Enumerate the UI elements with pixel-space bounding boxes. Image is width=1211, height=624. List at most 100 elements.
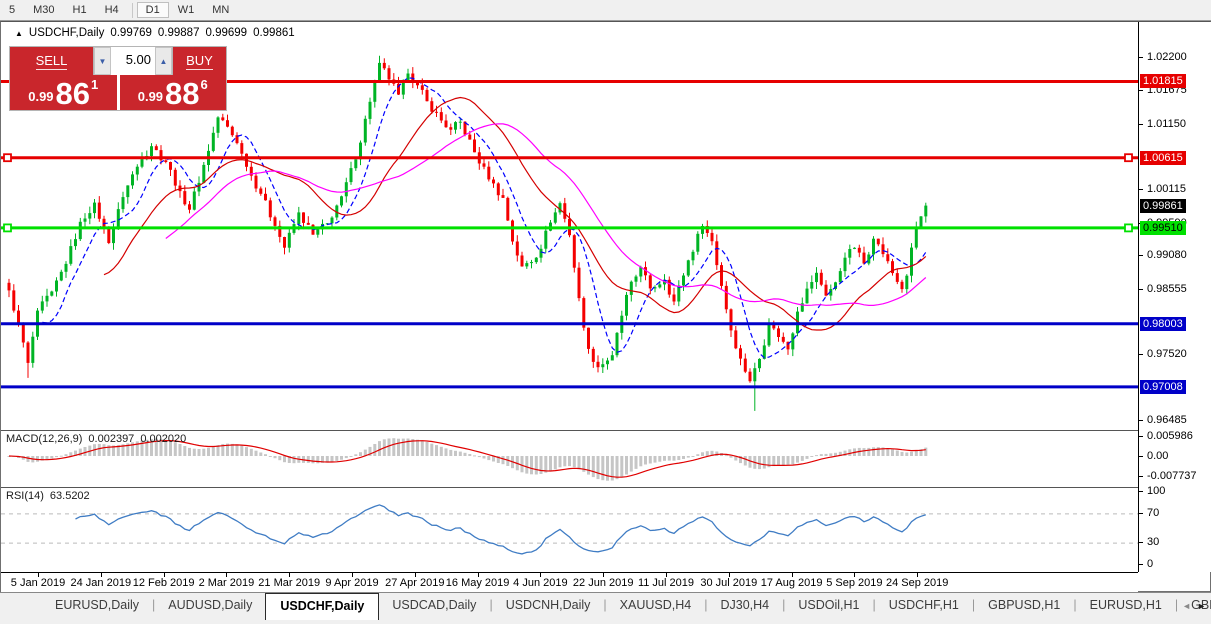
tab-separator: | bbox=[489, 598, 493, 612]
date-label: 27 Apr 2019 bbox=[385, 577, 445, 589]
tab-separator: | bbox=[603, 598, 607, 612]
ohlc-open: 0.99769 bbox=[110, 27, 152, 39]
volume-decrease-button[interactable]: ▼ bbox=[94, 47, 111, 75]
price-tick-label: 0.98555 bbox=[1147, 282, 1187, 295]
axis-tick bbox=[1139, 90, 1143, 92]
price-tick-label: 1.01150 bbox=[1147, 117, 1186, 130]
chart-tab-bar: EURUSD,Daily | AUDUSD,Daily USDCHF,Daily USD… bbox=[0, 592, 1211, 624]
chart-tab-usdcad-daily[interactable]: USDCAD,Daily bbox=[392, 598, 477, 612]
period-button-5[interactable]: 5 bbox=[9, 4, 16, 16]
tab-separator: | bbox=[152, 598, 156, 612]
macd-indicator-pane[interactable]: MACD(12,26,9) 0.002397 0.002020 bbox=[1, 430, 1138, 487]
sell-price[interactable]: 0.99 86 1 bbox=[10, 75, 117, 110]
date-label: 2 Mar 2019 bbox=[198, 577, 255, 589]
macd-axis-label: 0.005986 bbox=[1147, 430, 1193, 442]
date-label: 4 Jun 2019 bbox=[513, 577, 568, 589]
buy-button[interactable]: BUY bbox=[173, 47, 226, 75]
chart-tab-eurusd-daily[interactable]: EURUSD,Daily bbox=[55, 598, 140, 612]
date-tick bbox=[414, 573, 416, 577]
date-tick bbox=[728, 573, 730, 577]
chart-tab-dj30-h4[interactable]: DJ30,H4 bbox=[720, 598, 770, 612]
price-tick-label: 0.97520 bbox=[1147, 348, 1187, 361]
chart-tab-usdchf-daily[interactable]: USDCHF,Daily bbox=[265, 593, 380, 620]
date-tick bbox=[540, 573, 542, 577]
price-axis[interactable]: 1.022001.016751.011501.001150.995900.990… bbox=[1138, 22, 1211, 572]
price-tick-label: 1.00115 bbox=[1147, 183, 1186, 196]
date-label: 16 May 2019 bbox=[445, 577, 510, 589]
sell-button[interactable]: SELL bbox=[10, 47, 93, 75]
chart-tab-gbpusd-h1[interactable]: GBPUSD,H1 bbox=[988, 598, 1061, 612]
macd-header: MACD(12,26,9) 0.002397 0.002020 bbox=[6, 433, 186, 445]
date-label: 5 Sep 2019 bbox=[826, 577, 883, 589]
price-tick-label: 0.99080 bbox=[1147, 249, 1187, 262]
tab-separator: | bbox=[971, 598, 976, 612]
arrow-down-icon: ▼ bbox=[98, 56, 107, 66]
chart-tab-usdoil-h1[interactable]: USDOil,H1 bbox=[798, 598, 860, 612]
tab-separator: | bbox=[872, 598, 876, 612]
axis-tick bbox=[1139, 354, 1143, 356]
date-tick bbox=[666, 573, 667, 577]
rsi-indicator-pane[interactable]: RSI(14) 63.5202 bbox=[1, 487, 1138, 572]
chart-tab-usdcnh-daily[interactable]: USDCNH,Daily bbox=[505, 598, 591, 612]
level-price-badge: 0.98003 bbox=[1140, 316, 1186, 331]
period-button-h4[interactable]: H4 bbox=[104, 4, 119, 16]
price-tick-label: 1.02200 bbox=[1147, 51, 1187, 63]
macd-name: MACD(12,26,9) bbox=[6, 433, 83, 445]
macd-chart bbox=[7, 438, 928, 481]
axis-tick bbox=[1139, 420, 1143, 422]
rsi-axis-label: 100 bbox=[1147, 485, 1166, 497]
tab-separator: | bbox=[1174, 598, 1179, 612]
chart-tab-audusd-daily[interactable]: AUDUSD,Daily bbox=[168, 598, 253, 612]
date-label: 30 Jul 2019 bbox=[700, 577, 758, 589]
date-tick bbox=[791, 573, 793, 577]
period-toolbar: 5 M30 H1 H4 D1 W1 MN bbox=[0, 0, 1211, 21]
date-axis[interactable]: 5 Jan 2019 24 Jan 2019 12 Feb 2019 2 Mar 20… bbox=[1, 572, 1138, 593]
date-tick bbox=[163, 573, 165, 577]
volume-input[interactable]: 5.00 bbox=[111, 47, 155, 75]
rsi-axis-label: 0 bbox=[1147, 558, 1154, 570]
macd-axis-label: -0.007737 bbox=[1147, 470, 1197, 482]
date-tick bbox=[289, 573, 291, 577]
date-tick bbox=[100, 573, 102, 577]
date-tick bbox=[917, 573, 919, 577]
date-tick bbox=[477, 573, 479, 577]
arrow-up-icon: ▲ bbox=[159, 56, 168, 66]
period-button-w1[interactable]: W1 bbox=[177, 4, 195, 16]
date-label: 24 Sep 2019 bbox=[885, 577, 949, 589]
macd-axis-label: 0.00 bbox=[1147, 450, 1169, 462]
period-button-mn[interactable]: MN bbox=[212, 4, 230, 16]
axis-tick bbox=[1139, 255, 1143, 257]
date-label: 22 Jun 2019 bbox=[572, 577, 634, 589]
buy-price[interactable]: 0.99 88 6 bbox=[119, 75, 226, 110]
level-price-badge: 0.99510 bbox=[1140, 220, 1186, 235]
period-button-h1[interactable]: H1 bbox=[72, 4, 87, 16]
price-chart-pane[interactable]: ▲ USDCHF,Daily 0.99769 0.99887 0.99699 0… bbox=[1, 22, 1138, 430]
ohlc-close: 0.99861 bbox=[253, 27, 295, 39]
rsi-axis-label: 30 bbox=[1147, 536, 1160, 548]
date-label: 21 Mar 2019 bbox=[258, 577, 321, 589]
axis-tick bbox=[1139, 456, 1143, 457]
period-button-m30[interactable]: M30 bbox=[33, 4, 55, 16]
chart-tab-xauusd-h4[interactable]: XAUUSD,H4 bbox=[619, 598, 692, 612]
tabs-scroll-left-icon[interactable]: ◄ bbox=[1182, 601, 1192, 611]
date-tick bbox=[603, 573, 605, 577]
chart-tab-usdchf-h1[interactable]: USDCHF,H1 bbox=[888, 598, 959, 612]
rsi-value: 63.5202 bbox=[49, 490, 90, 502]
one-click-trade-panel: SELL ▼ 5.00 ▲ BUY 0.99 86 1 bbox=[9, 46, 227, 111]
tab-separator: | bbox=[1073, 598, 1077, 612]
tabs-scroll-right-icon[interactable]: ► bbox=[1197, 601, 1206, 611]
chart-tab-eurusd-h1[interactable]: EURUSD,H1 bbox=[1089, 598, 1162, 612]
period-button-d1[interactable]: D1 bbox=[136, 2, 169, 18]
axis-tick bbox=[1139, 491, 1143, 492]
chart-symbol: USDCHF,Daily bbox=[28, 27, 105, 39]
axis-tick bbox=[1139, 476, 1143, 477]
volume-increase-button[interactable]: ▲ bbox=[155, 47, 172, 75]
chart-tab-gbpaud-h1[interactable]: GBPAUD,H1 bbox=[1191, 598, 1211, 612]
date-label: 17 Aug 2019 bbox=[760, 577, 823, 589]
tab-separator: | bbox=[782, 598, 786, 612]
collapse-icon[interactable]: ▲ bbox=[15, 28, 23, 38]
rsi-name: RSI(14) bbox=[6, 490, 44, 502]
date-label: 12 Feb 2019 bbox=[132, 577, 195, 589]
date-tick bbox=[226, 573, 228, 577]
rsi-header: RSI(14) 63.5202 bbox=[6, 490, 90, 502]
